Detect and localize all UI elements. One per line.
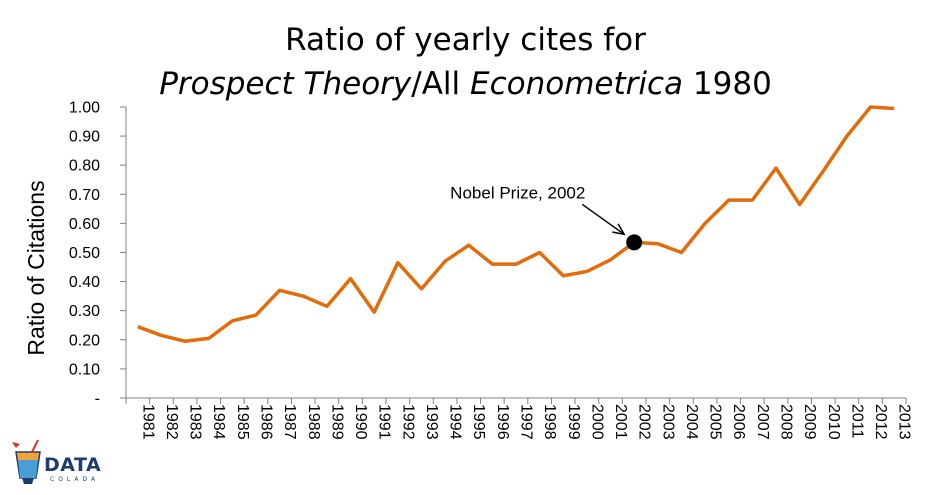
x-tick-label: 2007 — [754, 404, 771, 440]
y-tick-label: 0.50 — [69, 245, 100, 262]
x-tick-label: 1990 — [352, 404, 369, 440]
x-tick-label: 1988 — [305, 404, 322, 440]
x-tick-label: 1993 — [423, 404, 440, 440]
y-tick-label: 0.10 — [69, 361, 100, 378]
x-tick-label: 1986 — [258, 404, 275, 440]
y-tick-label: 0.70 — [69, 187, 100, 204]
annotation-arrowhead — [612, 223, 626, 236]
chart-title: Ratio of yearly cites for Prospect Theor… — [0, 18, 931, 106]
y-tick-label: - — [95, 391, 100, 408]
x-tick-label: 2002 — [636, 404, 653, 440]
y-tick-label: 0.20 — [69, 332, 100, 349]
x-tick-label: 1984 — [210, 404, 227, 440]
x-tick-label: 1989 — [328, 404, 345, 440]
annotation-label: Nobel Prize, 2002 — [450, 183, 585, 202]
y-axis-label: Ratio of Citations — [23, 180, 49, 355]
x-tick-label: 2011 — [848, 404, 865, 439]
x-tick-label: 2013 — [896, 404, 913, 440]
x-tick-label: 2008 — [778, 404, 795, 440]
x-tick-label: 2000 — [588, 404, 605, 440]
x-tick-label: 2006 — [730, 404, 747, 440]
y-tick-labels: - 0.10 0.20 0.30 0.40 0.50 0.60 0.70 0.80 0.90 1.0… — [69, 100, 100, 408]
logo-text: DATA — [44, 454, 102, 476]
x-tick-label: 2009 — [801, 404, 818, 440]
x-tick-label: 1995 — [470, 404, 487, 440]
x-tick-label: 1994 — [447, 404, 464, 440]
title-line-1: Ratio of yearly cites for — [285, 22, 646, 58]
annotation: Nobel Prize, 2002 — [450, 183, 643, 251]
y-tick-label: 0.60 — [69, 216, 100, 233]
x-tick-label: 1982 — [163, 404, 180, 440]
x-tick-label: 2001 — [612, 404, 629, 440]
title-econometrica: Econometrica — [470, 66, 684, 102]
x-tick-label: 1998 — [541, 404, 558, 440]
y-tick-label: 0.40 — [69, 274, 100, 291]
x-tick-label: 2004 — [683, 404, 700, 440]
x-tick-label: 1981 — [139, 404, 156, 440]
series-line — [137, 105, 895, 343]
annotation-arrow — [581, 203, 625, 235]
title-year: 1980 — [683, 66, 772, 102]
title-line-2: Prospect Theory/All Econometrica 1980 — [0, 62, 931, 106]
y-tick-label: 0.90 — [69, 129, 100, 146]
x-tick-label: 1985 — [234, 404, 251, 440]
data-colada-logo — [12, 439, 41, 484]
x-tick-label: 1992 — [399, 404, 416, 440]
chart-axes — [120, 106, 907, 404]
x-tick-label: 2005 — [707, 404, 724, 440]
x-tick-label: 2012 — [872, 404, 889, 440]
y-tick-label: 1.00 — [69, 100, 100, 117]
x-tick-label: 2003 — [659, 404, 676, 440]
x-tick-label: 1999 — [565, 404, 582, 440]
x-tick-label: 1983 — [187, 404, 204, 440]
y-tick-label: 0.80 — [69, 158, 100, 175]
y-tick-label: 0.30 — [69, 303, 100, 320]
title-all: /All — [411, 66, 470, 102]
x-tick-label: 2010 — [825, 404, 842, 440]
x-tick-labels: 1981 1982 1983 1984 1985 1986 1987 1988 1989 1990… — [139, 404, 912, 440]
x-tick-label: 1991 — [376, 404, 393, 440]
x-tick-label: 1997 — [518, 404, 535, 440]
logo-subtext: COLADA — [50, 476, 100, 483]
annotation-marker — [626, 234, 643, 251]
x-tick-label: 1996 — [494, 404, 511, 440]
title-prospect-theory: Prospect Theory — [159, 66, 412, 102]
x-tick-label: 1987 — [281, 404, 298, 440]
